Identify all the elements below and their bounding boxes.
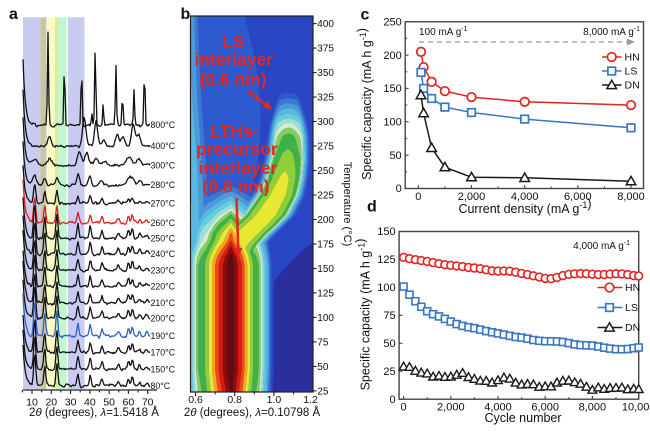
svg-text:30: 30 bbox=[65, 397, 77, 409]
svg-text:DN: DN bbox=[625, 80, 640, 92]
svg-text:40: 40 bbox=[84, 397, 96, 409]
svg-text:4,000 mA g-1: 4,000 mA g-1 bbox=[573, 240, 630, 252]
svg-text:LS: LS bbox=[222, 32, 244, 52]
svg-text:125: 125 bbox=[317, 288, 334, 299]
svg-text:250: 250 bbox=[317, 166, 334, 177]
svg-text:0.6: 0.6 bbox=[188, 394, 203, 406]
svg-text:150: 150 bbox=[377, 226, 395, 238]
svg-text:150°C: 150°C bbox=[151, 365, 176, 375]
svg-text:DN: DN bbox=[625, 322, 640, 334]
svg-text:Cycle number: Cycle number bbox=[484, 411, 561, 425]
svg-text:(0.8 nm): (0.8 nm) bbox=[202, 176, 269, 196]
svg-text:LS: LS bbox=[625, 302, 638, 314]
svg-text:1.2: 1.2 bbox=[303, 394, 318, 406]
svg-text:2,000: 2,000 bbox=[458, 191, 486, 203]
svg-text:250°C: 250°C bbox=[151, 233, 176, 243]
svg-text:60: 60 bbox=[123, 397, 135, 409]
svg-text:275: 275 bbox=[317, 141, 334, 152]
svg-text:8,000: 8,000 bbox=[579, 402, 607, 414]
svg-text:4,000: 4,000 bbox=[511, 191, 539, 203]
svg-text:190°C: 190°C bbox=[151, 331, 176, 341]
svg-text:375: 375 bbox=[317, 44, 334, 55]
svg-text:8,000: 8,000 bbox=[617, 191, 645, 203]
svg-text:0: 0 bbox=[396, 183, 402, 195]
svg-text:100: 100 bbox=[317, 313, 334, 324]
svg-text:HN: HN bbox=[625, 282, 640, 294]
svg-text:b: b bbox=[181, 6, 191, 23]
svg-text:d: d bbox=[367, 199, 377, 216]
svg-text:250: 250 bbox=[383, 16, 401, 28]
svg-text:100 mA g-1: 100 mA g-1 bbox=[419, 26, 468, 38]
svg-text:0: 0 bbox=[415, 191, 421, 203]
svg-text:2θ (degrees), λ=1.5418 Å: 2θ (degrees), λ=1.5418 Å bbox=[29, 406, 159, 419]
svg-text:20: 20 bbox=[45, 397, 57, 409]
svg-text:10,000: 10,000 bbox=[622, 402, 650, 414]
svg-text:270°C: 270°C bbox=[151, 199, 176, 209]
svg-text:25: 25 bbox=[317, 386, 329, 397]
svg-text:175: 175 bbox=[317, 239, 334, 250]
svg-text:6,000: 6,000 bbox=[531, 402, 559, 414]
svg-text:0: 0 bbox=[401, 402, 407, 414]
svg-text:280°C: 280°C bbox=[151, 180, 176, 190]
svg-text:300°C: 300°C bbox=[151, 161, 176, 171]
svg-text:interlayer: interlayer bbox=[194, 50, 273, 70]
svg-text:125: 125 bbox=[377, 254, 395, 266]
svg-text:4,000: 4,000 bbox=[484, 402, 512, 414]
svg-text:400: 400 bbox=[317, 19, 334, 30]
svg-text:170°C: 170°C bbox=[151, 348, 176, 358]
svg-text:50: 50 bbox=[389, 150, 401, 162]
svg-text:Specific capacity (mA h g-1): Specific capacity (mA h g-1) bbox=[355, 28, 374, 180]
svg-text:2,000: 2,000 bbox=[437, 402, 465, 414]
svg-text:LS: LS bbox=[625, 66, 638, 78]
svg-text:240°C: 240°C bbox=[151, 249, 176, 259]
svg-text:a: a bbox=[9, 6, 18, 23]
svg-text:0: 0 bbox=[389, 394, 395, 406]
svg-text:0.8: 0.8 bbox=[227, 394, 242, 406]
svg-text:1.0: 1.0 bbox=[267, 394, 282, 406]
svg-text:150: 150 bbox=[383, 83, 401, 95]
svg-text:HN: HN bbox=[625, 52, 640, 64]
svg-text:70: 70 bbox=[142, 397, 154, 409]
svg-text:LTHs-: LTHs- bbox=[210, 121, 258, 141]
svg-text:Current density (mA g-1): Current density (mA g-1) bbox=[458, 197, 591, 216]
svg-text:Specific capacity (mA h g-1): Specific capacity (mA h g-1) bbox=[354, 239, 373, 391]
svg-text:c: c bbox=[361, 7, 370, 24]
svg-text:200°C: 200°C bbox=[151, 314, 176, 324]
svg-text:220°C: 220°C bbox=[151, 281, 176, 291]
svg-text:50: 50 bbox=[383, 338, 395, 350]
svg-text:75: 75 bbox=[317, 337, 329, 348]
svg-text:150: 150 bbox=[317, 264, 334, 275]
svg-text:50: 50 bbox=[317, 362, 329, 373]
svg-text:8,000 mA g-1: 8,000 mA g-1 bbox=[583, 26, 640, 38]
svg-text:200: 200 bbox=[317, 215, 334, 226]
svg-text:400°C: 400°C bbox=[151, 141, 176, 151]
svg-text:100: 100 bbox=[377, 282, 395, 294]
svg-text:6,000: 6,000 bbox=[564, 191, 592, 203]
svg-text:800°C: 800°C bbox=[151, 120, 176, 130]
svg-text:230°C: 230°C bbox=[151, 266, 176, 276]
svg-text:225: 225 bbox=[317, 190, 334, 201]
svg-text:350: 350 bbox=[317, 68, 334, 79]
svg-text:325: 325 bbox=[317, 92, 334, 103]
svg-text:Temperature (°C): Temperature (°C) bbox=[341, 162, 353, 246]
svg-text:10: 10 bbox=[26, 397, 38, 409]
svg-text:200: 200 bbox=[383, 50, 401, 62]
svg-text:(0.6 nm): (0.6 nm) bbox=[199, 70, 266, 90]
svg-text:25: 25 bbox=[383, 366, 395, 378]
svg-text:300: 300 bbox=[317, 117, 334, 128]
svg-text:50: 50 bbox=[103, 397, 115, 409]
svg-text:100: 100 bbox=[383, 117, 401, 129]
svg-text:75: 75 bbox=[383, 310, 395, 322]
svg-text:210°C: 210°C bbox=[151, 298, 176, 308]
svg-text:80°C: 80°C bbox=[151, 381, 171, 391]
svg-text:precursor: precursor bbox=[196, 139, 278, 159]
svg-text:2θ (degrees), λ=0.10798 Å: 2θ (degrees), λ=0.10798 Å bbox=[184, 406, 321, 419]
svg-text:260°C: 260°C bbox=[151, 218, 176, 228]
svg-text:interlayer: interlayer bbox=[199, 158, 278, 178]
